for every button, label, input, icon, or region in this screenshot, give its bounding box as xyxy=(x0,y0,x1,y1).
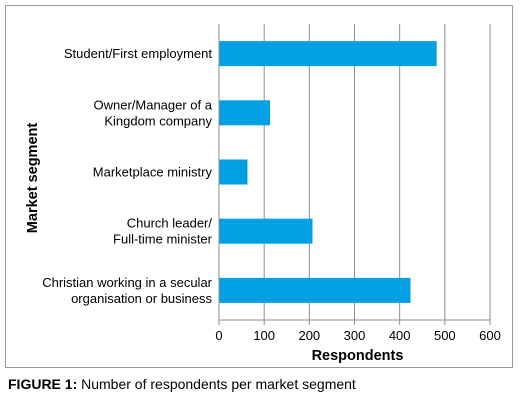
bar xyxy=(219,277,411,303)
x-tick-label: 0 xyxy=(215,328,222,343)
y-axis-title: Market segment xyxy=(25,123,41,234)
category-label: Church leader/ xyxy=(127,216,213,231)
category-label: Full-time minister xyxy=(113,232,213,247)
category-label: Kingdom company xyxy=(104,113,212,128)
caption-text: Number of respondents per market segment xyxy=(77,376,356,392)
bar xyxy=(219,218,313,244)
bar xyxy=(219,41,437,67)
x-tick-label: 300 xyxy=(344,328,366,343)
category-label: organisation or business xyxy=(71,291,212,306)
grid-lines xyxy=(263,24,491,320)
x-tick-label: 500 xyxy=(434,328,456,343)
labels: 0 100 200 300 400 500 600 Student/First employm… xyxy=(42,46,501,343)
category-label: Christian working in a secular xyxy=(42,275,212,290)
category-label: Marketplace ministry xyxy=(93,165,213,180)
figure-caption: FIGURE 1: Number of respondents per mark… xyxy=(8,376,356,392)
axes xyxy=(218,24,491,325)
x-tick-label: 100 xyxy=(253,328,275,343)
bar xyxy=(219,159,248,185)
x-tick-label: 600 xyxy=(479,328,501,343)
x-tick-label: 200 xyxy=(298,328,320,343)
category-label: Student/First employment xyxy=(64,46,213,61)
category-label: Owner/Manager of a xyxy=(93,97,212,112)
x-axis-title: Respondents xyxy=(312,348,404,364)
caption-label: FIGURE 1: xyxy=(8,376,78,392)
bar-chart: 0 100 200 300 400 500 600 Student/First employm… xyxy=(25,24,501,364)
bar xyxy=(219,100,271,126)
x-tick-label: 400 xyxy=(389,328,411,343)
bars xyxy=(219,41,437,303)
